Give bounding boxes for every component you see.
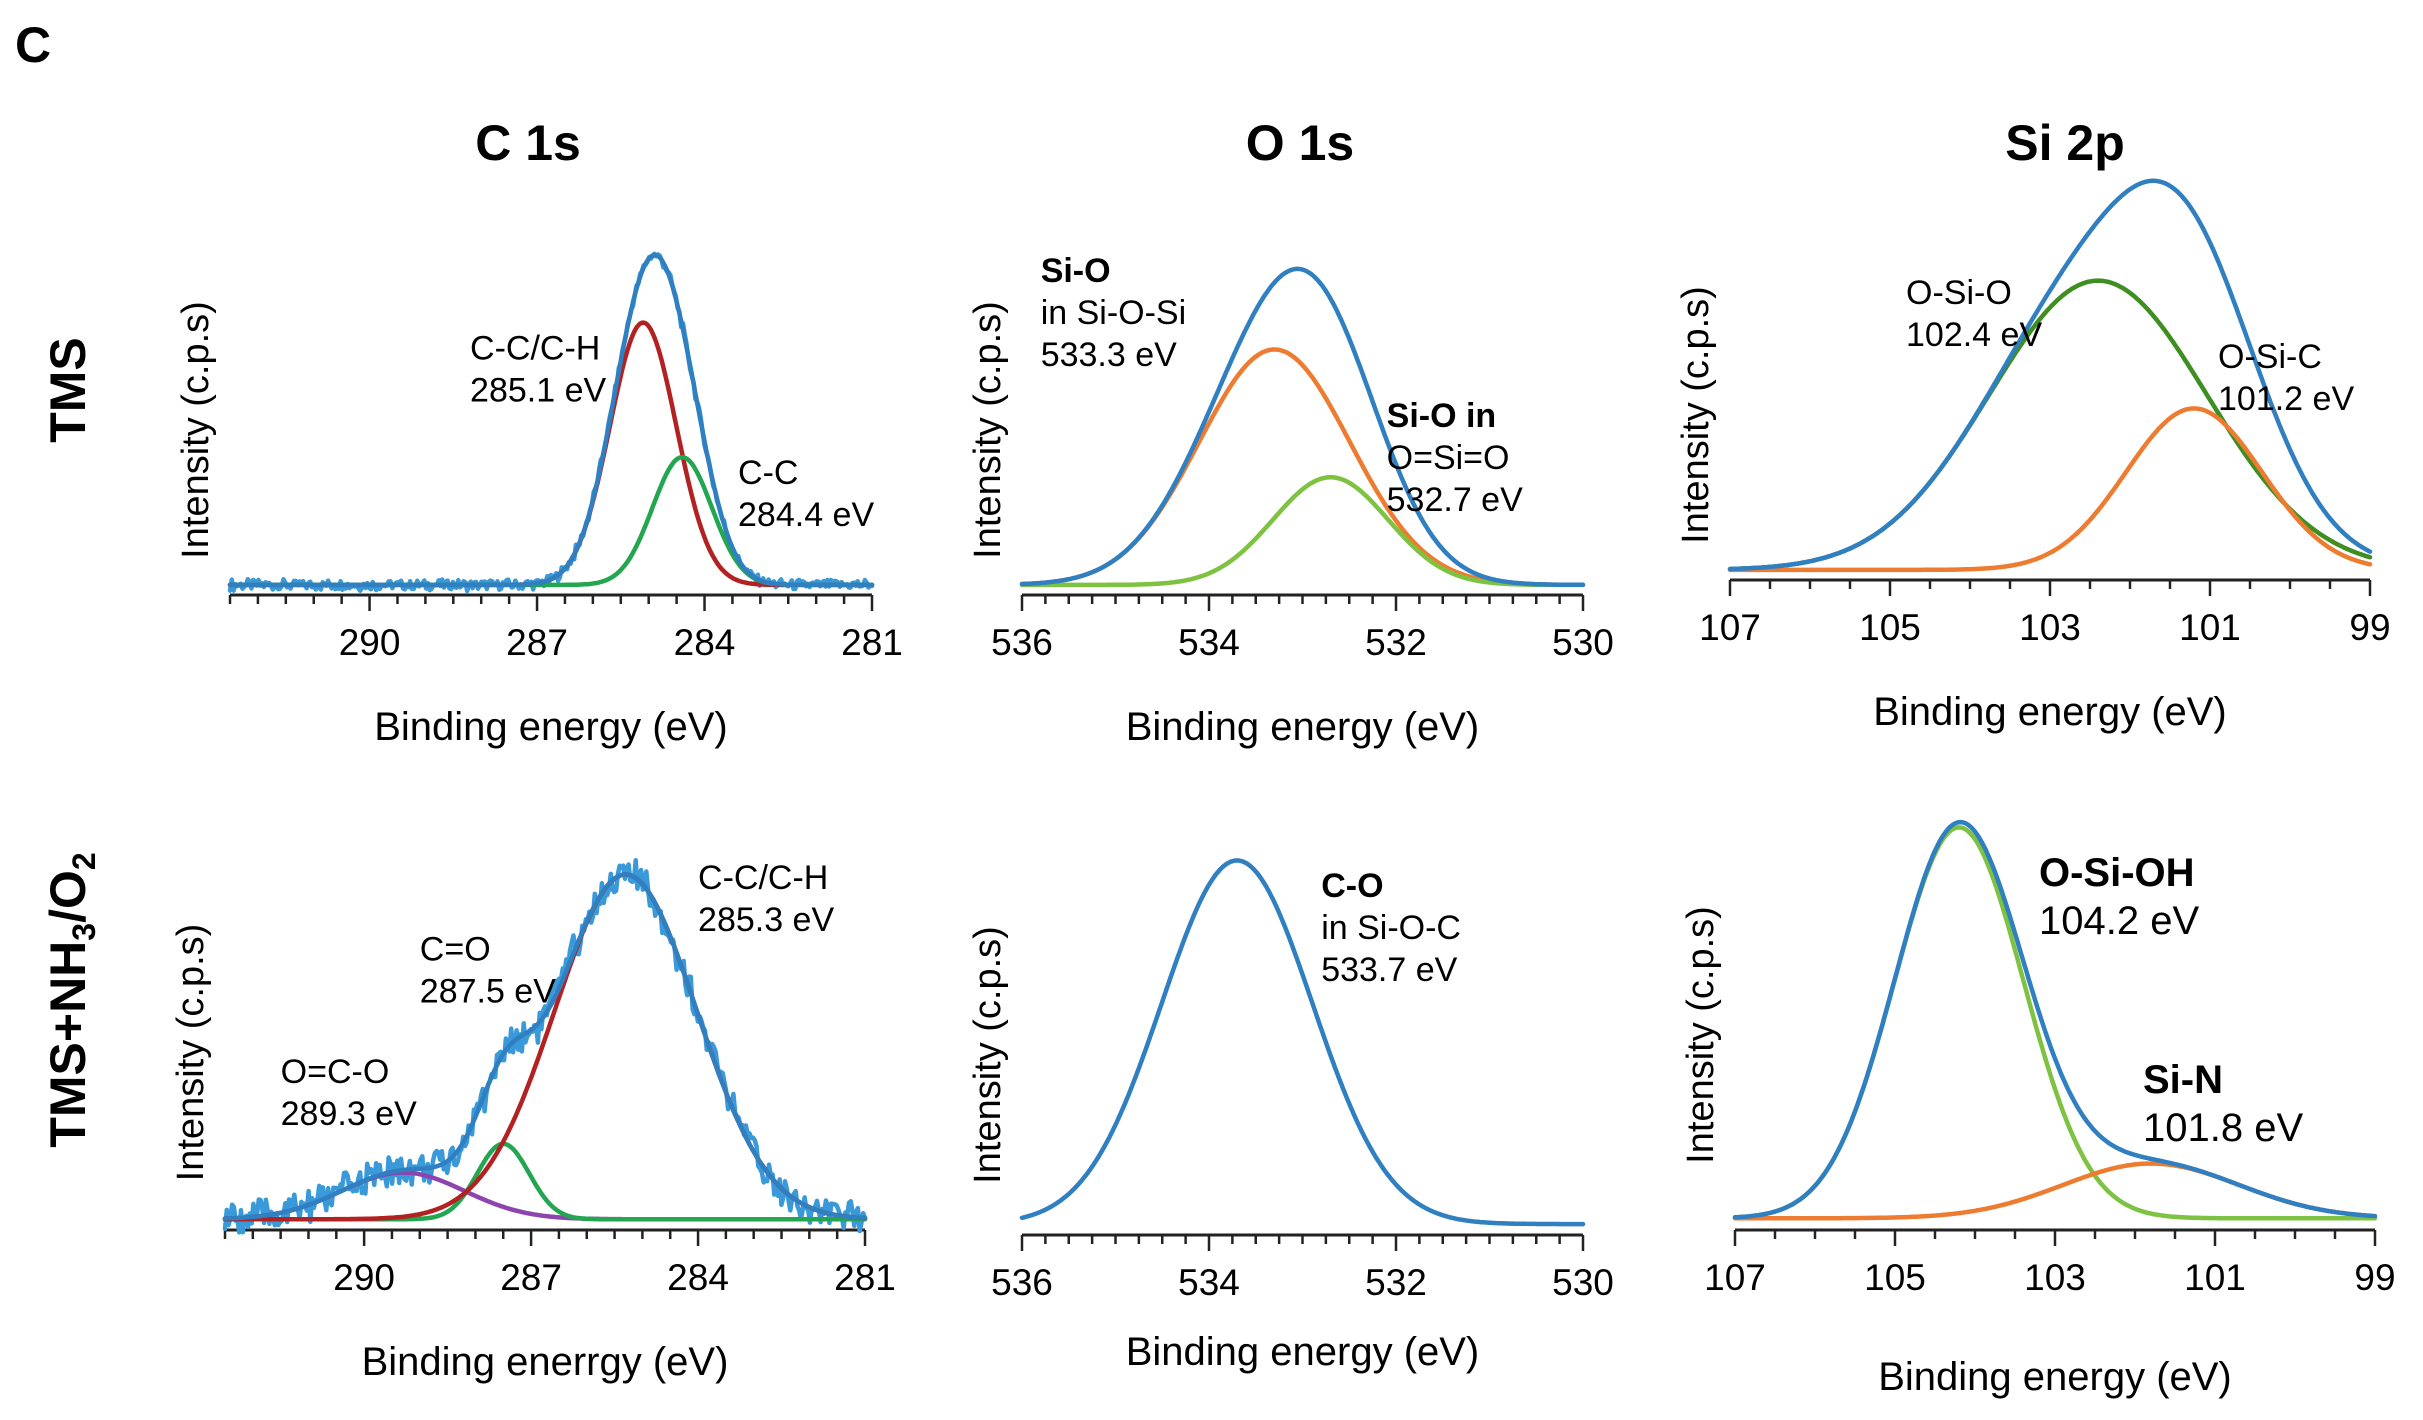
x-tick-label: 530 (1552, 622, 1614, 663)
x-tick-label: 534 (1178, 622, 1240, 663)
peak-annotation: C-C (738, 454, 798, 492)
x-axis-title: Binding energy (eV) (1126, 705, 1480, 749)
peak-annotation: C-O (1321, 867, 1383, 905)
y-axis-title: Intensity (c.p.s) (967, 926, 1009, 1184)
y-axis-title: Intensity (c.p.s) (967, 301, 1009, 559)
x-tick-label: 101 (2179, 607, 2241, 648)
x-tick-label: 107 (1704, 1257, 1766, 1298)
peak-annotation: 289.3 eV (281, 1095, 417, 1133)
x-axis-title: Binding energy (eV) (374, 705, 728, 749)
x-tick-label: 103 (2024, 1257, 2086, 1298)
x-tick-label: 530 (1552, 1262, 1614, 1303)
peak-annotation: in Si-O-Si (1041, 294, 1186, 332)
x-tick-label: 103 (2019, 607, 2081, 648)
peak-annotation: O=Si=O (1387, 439, 1510, 477)
peak-annotation: O-Si-O (1906, 274, 2012, 312)
peak-annotation: Si-N (2143, 1058, 2223, 1102)
peak-annotation: 533.3 eV (1041, 336, 1177, 374)
row-label-tms: TMS (40, 337, 96, 443)
x-tick-label: 536 (991, 1262, 1053, 1303)
x-tick-label: 105 (1864, 1257, 1926, 1298)
x-tick-label: 287 (506, 622, 568, 663)
peak-annotation: 284.4 eV (738, 496, 874, 534)
chart-c1s-tms: 290 287 284 281 Binding energy (eV) Intensity… (175, 251, 903, 749)
x-tick-label: 281 (841, 622, 903, 663)
peak-annotation: 101.2 eV (2218, 380, 2354, 418)
chart-o1s-tms: 536 534 532 530 Binding energy (eV) Intensity… (967, 252, 1614, 749)
x-tick-label: 107 (1699, 607, 1761, 648)
fit-component-si-o-in-o-si-o (1019, 475, 1586, 588)
chart-si2p-nh3: 107 105 103 101 99 Binding energy (eV) Intensi… (1680, 819, 2396, 1399)
x-tick-label: 290 (333, 1257, 395, 1298)
column-title-c1s: C 1s (475, 115, 581, 171)
peak-annotation: C=O (420, 931, 491, 969)
peak-annotation: 101.8 eV (2143, 1106, 2303, 1150)
x-axis-title: Binding energy (eV) (1878, 1355, 2232, 1399)
envelope-line (1727, 178, 2373, 572)
peak-annotation: 102.4 eV (1906, 316, 2042, 354)
x-tick-label: 284 (674, 622, 736, 663)
x-axis-title: Binding enerrgy (eV) (362, 1340, 729, 1384)
peak-annotation: 532.7 eV (1387, 481, 1523, 519)
x-tick-label: 536 (991, 622, 1053, 663)
envelope-line (1019, 266, 1586, 588)
fit-component-o-si-o (1727, 278, 2373, 572)
fit-component-o-si-c (1727, 406, 2373, 573)
x-tick-label: 287 (500, 1257, 562, 1298)
peak-annotation: 285.3 eV (698, 901, 834, 939)
peak-annotation: C-C/C-H (470, 330, 600, 368)
fit-component-si-n (1732, 1161, 2378, 1221)
envelope-line (1019, 858, 1586, 1227)
raw-data-line (227, 251, 875, 594)
envelope-line (222, 872, 868, 1221)
chart-c1s-nh3: 290 287 284 281 Binding enerrgy (eV) Intensit… (170, 858, 896, 1384)
peak-annotation: 104.2 eV (2039, 899, 2199, 943)
y-axis-title: Intensity (c.p.s) (1680, 906, 1722, 1164)
peak-annotation: 287.5 eV (420, 973, 556, 1011)
x-tick-label: 532 (1365, 1262, 1427, 1303)
y-axis-title: Intensity (c.p.s) (170, 924, 212, 1182)
peak-annotation: O=C-O (281, 1053, 390, 1091)
x-tick-label: 281 (834, 1257, 896, 1298)
x-tick-label: 532 (1365, 622, 1427, 663)
peak-annotation: Si-O (1041, 252, 1111, 290)
x-axis-title: Binding energy (eV) (1873, 690, 2227, 734)
row-label-tms-nh3-o2: TMS+NH3/O2 (40, 852, 102, 1147)
column-title-si2p: Si 2p (2005, 115, 2124, 171)
y-axis-title: Intensity (c.p.s) (175, 301, 217, 559)
peak-annotation: in Si-O-C (1321, 909, 1461, 947)
raw-data-line (222, 858, 868, 1235)
peak-annotation: Si-O in (1387, 397, 1497, 435)
chart-si2p-tms: 107 105 103 101 99 Binding energy (eV) Intensi… (1675, 178, 2391, 734)
envelope-line (227, 252, 875, 588)
x-tick-label: 101 (2184, 1257, 2246, 1298)
x-axis-title: Binding energy (eV) (1126, 1330, 1480, 1374)
peak-annotation: C-C/C-H (698, 859, 828, 897)
column-title-o1s: O 1s (1246, 115, 1354, 171)
y-axis-title: Intensity (c.p.s) (1675, 286, 1717, 544)
chart-o1s-nh3: 536 534 532 530 Binding energy (eV) Intensity… (967, 858, 1614, 1374)
envelope-line (1732, 819, 2378, 1220)
x-tick-label: 99 (2349, 607, 2390, 648)
peak-annotation: O-Si-OH (2039, 851, 2195, 895)
panel-letter: C (15, 17, 51, 73)
x-tick-label: 99 (2354, 1257, 2395, 1298)
peak-annotation: 533.7 eV (1321, 951, 1457, 989)
x-tick-label: 105 (1859, 607, 1921, 648)
peak-annotation: 285.1 eV (470, 372, 606, 410)
x-tick-label: 284 (667, 1257, 729, 1298)
peak-annotation: O-Si-C (2218, 338, 2322, 376)
x-tick-label: 534 (1178, 1262, 1240, 1303)
x-tick-label: 290 (339, 622, 401, 663)
